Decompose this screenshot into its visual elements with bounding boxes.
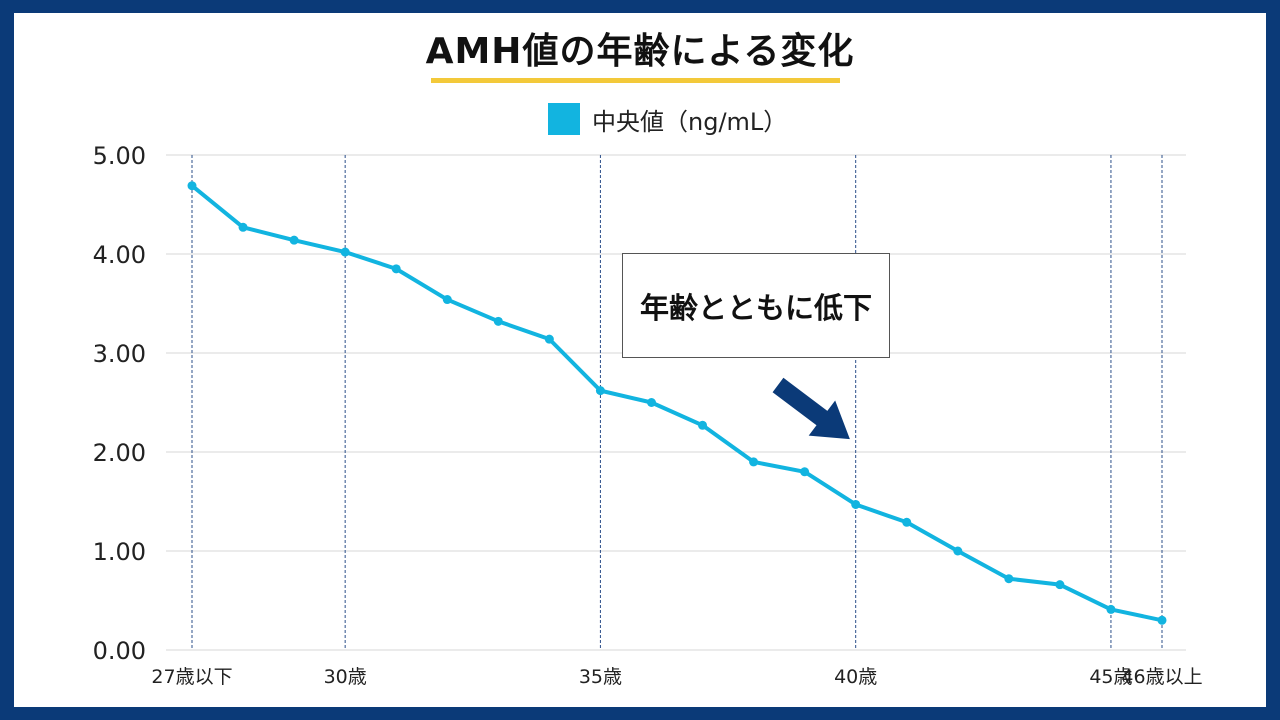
data-point bbox=[851, 499, 861, 509]
x-tick-label: 35歳 bbox=[579, 666, 622, 688]
data-point bbox=[698, 420, 708, 430]
data-point bbox=[1055, 580, 1065, 590]
x-tick-label: 46歳以上 bbox=[1121, 666, 1202, 688]
data-point bbox=[391, 264, 401, 274]
y-tick-label: 5.00 bbox=[93, 142, 146, 170]
legend-label: 中央値（ng/mL） bbox=[592, 107, 788, 136]
arrow-down-right-icon bbox=[772, 377, 850, 440]
arrow-shape bbox=[772, 377, 850, 440]
data-point bbox=[953, 546, 963, 556]
y-tick-label: 2.00 bbox=[93, 439, 146, 467]
legend: 中央値（ng/mL） bbox=[548, 101, 787, 137]
data-point bbox=[800, 467, 810, 477]
data-point bbox=[340, 247, 350, 257]
data-point bbox=[1157, 615, 1167, 625]
y-tick-label: 0.00 bbox=[93, 637, 146, 665]
title-underline bbox=[431, 78, 840, 83]
data-point bbox=[749, 457, 759, 467]
data-point bbox=[442, 295, 452, 305]
x-tick-label: 27歳以下 bbox=[151, 666, 232, 688]
data-point bbox=[1004, 574, 1014, 584]
x-tick-label: 30歳 bbox=[324, 666, 367, 688]
data-point bbox=[902, 517, 912, 527]
annotation-box: 年齢とともに低下 bbox=[622, 253, 890, 358]
x-tick-label: 40歳 bbox=[834, 666, 877, 688]
series-line bbox=[190, 183, 1164, 623]
data-point bbox=[187, 181, 197, 191]
data-point bbox=[544, 334, 554, 344]
data-point bbox=[238, 222, 248, 232]
data-point bbox=[595, 386, 605, 396]
y-tick-label: 3.00 bbox=[93, 340, 146, 368]
data-point bbox=[646, 398, 656, 407]
x-tick-label: 45歳 bbox=[1089, 666, 1132, 688]
data-point bbox=[1106, 604, 1116, 614]
chart-title: AMH値の年齢による変化 bbox=[425, 31, 855, 72]
y-tick-label: 4.00 bbox=[93, 241, 146, 269]
annotation-text: 年齢とともに低下 bbox=[639, 290, 872, 325]
data-point bbox=[289, 235, 299, 245]
legend-swatch bbox=[548, 103, 580, 135]
y-tick-label: 1.00 bbox=[93, 538, 146, 566]
chart-frame bbox=[14, 13, 1266, 707]
data-point bbox=[493, 316, 503, 326]
